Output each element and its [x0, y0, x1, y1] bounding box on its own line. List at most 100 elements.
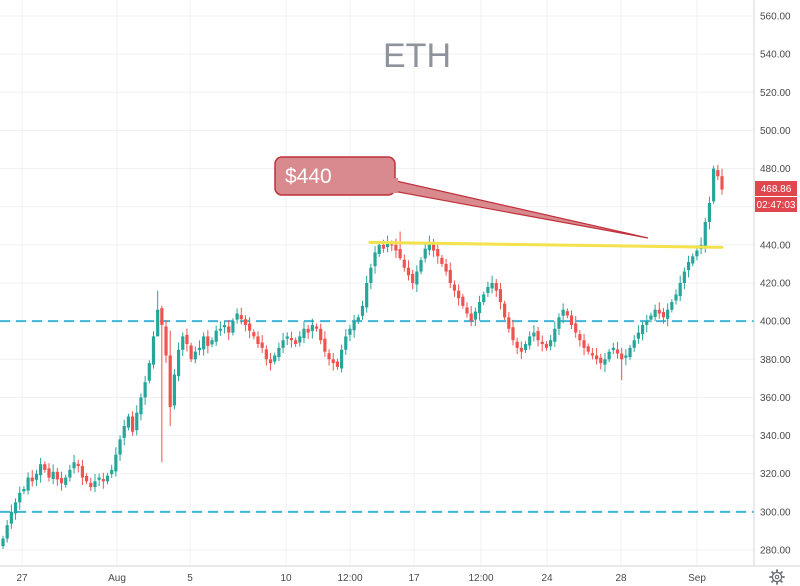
candle-body	[599, 357, 603, 364]
candle-body	[569, 315, 574, 325]
candle	[281, 332, 285, 353]
candle-body	[85, 476, 89, 482]
candle-body	[712, 168, 716, 202]
candle-body	[273, 355, 277, 362]
candle-body	[490, 283, 494, 289]
candle-body	[352, 321, 356, 331]
candle-body	[294, 340, 298, 345]
candle-body	[369, 267, 373, 283]
candle	[477, 295, 482, 321]
candle-body	[189, 345, 193, 360]
candle-body	[507, 317, 511, 329]
candle	[9, 504, 13, 529]
candle-body	[39, 464, 43, 476]
y-tick-label: 420.00	[760, 279, 791, 290]
candle	[586, 343, 590, 355]
candle	[335, 358, 340, 370]
candle	[398, 231, 402, 261]
candle	[197, 340, 202, 356]
candle	[85, 473, 89, 485]
candle	[22, 486, 26, 495]
candle	[252, 329, 256, 340]
candle-body	[222, 324, 227, 328]
y-tick-label: 340.00	[760, 431, 791, 442]
candle-body	[356, 317, 360, 322]
callout: $440	[274, 156, 649, 239]
candle-body	[323, 338, 327, 352]
candle	[490, 275, 494, 294]
callout-pointer-join	[391, 178, 398, 193]
candle-body	[64, 477, 68, 485]
candle-body	[360, 305, 365, 316]
candle-body	[461, 296, 465, 306]
candle	[482, 291, 486, 305]
y-tick-label: 300.00	[760, 507, 791, 518]
candle	[302, 321, 306, 344]
candle	[114, 447, 118, 477]
candle-body	[645, 321, 649, 325]
candle-body	[394, 244, 398, 251]
countdown-value: 02:47:03	[757, 200, 796, 211]
candle-body	[185, 334, 189, 345]
candle	[498, 282, 503, 310]
candle-body	[632, 340, 636, 348]
candle-body	[519, 347, 523, 352]
candle	[298, 331, 302, 347]
candle-body	[319, 328, 323, 341]
candle-body	[105, 475, 110, 482]
candle	[436, 242, 440, 264]
last-price-value: 468.86	[761, 184, 792, 195]
candle	[172, 369, 176, 410]
candle	[427, 235, 431, 256]
settings-gear-icon[interactable]	[769, 569, 785, 585]
candle	[402, 254, 406, 272]
candle	[461, 293, 465, 309]
candle	[636, 325, 640, 344]
x-tick-label: 27	[16, 573, 28, 584]
candle	[707, 196, 712, 230]
candle-body	[231, 321, 235, 333]
candle	[51, 464, 55, 485]
candle	[473, 307, 477, 326]
candle	[143, 375, 147, 405]
candle-body	[314, 326, 319, 329]
candle-body	[139, 397, 143, 415]
candle-body	[235, 313, 239, 320]
candle-body	[503, 303, 507, 318]
candle-body	[523, 344, 528, 351]
candle-body	[390, 244, 394, 246]
candle	[657, 302, 661, 319]
candle	[43, 461, 47, 473]
candle-body	[436, 249, 440, 257]
candle	[356, 314, 360, 325]
candle	[365, 275, 369, 313]
candle	[590, 348, 595, 360]
candle-body	[135, 412, 139, 431]
candle-body	[252, 332, 256, 337]
candle-body	[18, 492, 22, 503]
y-tick-label: 480.00	[760, 164, 791, 175]
candle	[147, 360, 151, 384]
candle	[72, 454, 76, 474]
candle	[369, 263, 373, 290]
candle-body	[398, 249, 402, 259]
candle	[615, 341, 620, 359]
x-tick-label: Sep	[688, 573, 706, 584]
candle-body	[126, 416, 131, 428]
candle-body	[586, 346, 590, 352]
candle-body	[666, 309, 670, 319]
candle-body	[13, 502, 18, 514]
candle-body	[411, 273, 415, 283]
candle	[151, 331, 156, 369]
candle-body	[193, 351, 197, 360]
chart-title: ETH	[383, 37, 451, 75]
candle-body	[561, 309, 565, 316]
candle	[268, 352, 273, 371]
candle-body	[164, 326, 168, 356]
y-tick-label: 540.00	[760, 50, 791, 61]
candle-body	[582, 340, 586, 348]
candle-body	[214, 330, 218, 342]
candle-body	[298, 336, 302, 343]
candle	[327, 349, 331, 366]
